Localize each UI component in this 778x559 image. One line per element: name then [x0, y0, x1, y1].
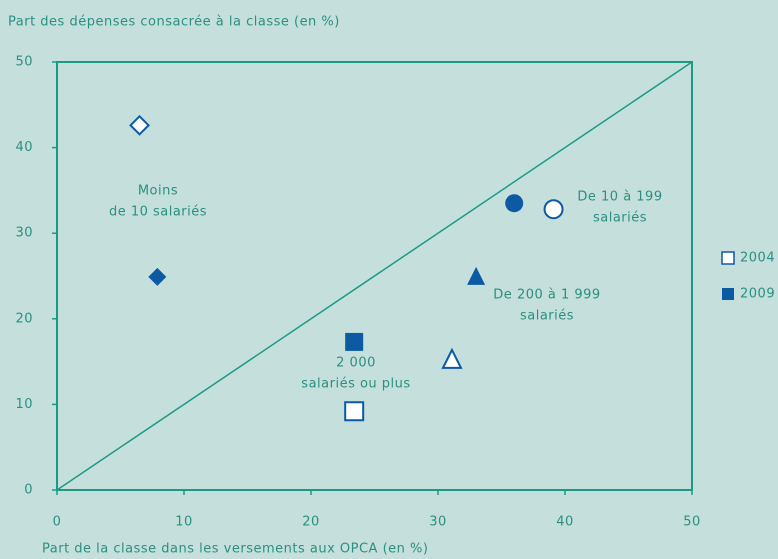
legend-label: 2004	[740, 251, 775, 266]
x-tick-label: 20	[302, 515, 320, 530]
x-tick-label: 0	[53, 515, 62, 530]
point-label: 2 000	[336, 356, 376, 371]
y-tick-label: 20	[15, 311, 33, 326]
point-label: Moins	[138, 184, 178, 199]
point	[345, 332, 364, 351]
y-tick-label: 30	[15, 226, 33, 241]
point	[148, 267, 167, 286]
point-label: de 10 salariés	[109, 205, 207, 220]
x-tick-label: 10	[175, 515, 193, 530]
point-label: salariés ou plus	[301, 377, 410, 392]
x-tick-label: 30	[429, 515, 447, 530]
x-axis-title: Part de la classe dans les versements au…	[42, 542, 428, 557]
legend-label: 2009	[740, 287, 775, 302]
y-tick-label: 10	[15, 397, 33, 412]
y-tick-label: 0	[24, 483, 33, 498]
point-label: salariés	[593, 211, 647, 226]
point	[543, 199, 564, 220]
point	[129, 114, 150, 136]
point-label: De 200 à 1 999	[493, 288, 600, 303]
point	[441, 347, 463, 369]
point	[344, 401, 365, 422]
point	[467, 266, 486, 285]
x-tick-label: 40	[556, 515, 574, 530]
point	[505, 194, 524, 213]
legend-swatch	[722, 288, 734, 300]
legend-swatch	[721, 251, 735, 265]
x-tick-label: 50	[683, 515, 701, 530]
y-tick-label: 50	[15, 55, 33, 70]
diagonal-line	[56, 61, 693, 491]
point-label: De 10 à 199	[577, 190, 662, 205]
y-axis-title: Part des dépenses consacrée à la classe …	[8, 15, 340, 30]
point-label: salariés	[520, 309, 574, 324]
y-tick-label: 40	[15, 140, 33, 155]
plot-frame	[56, 61, 693, 491]
